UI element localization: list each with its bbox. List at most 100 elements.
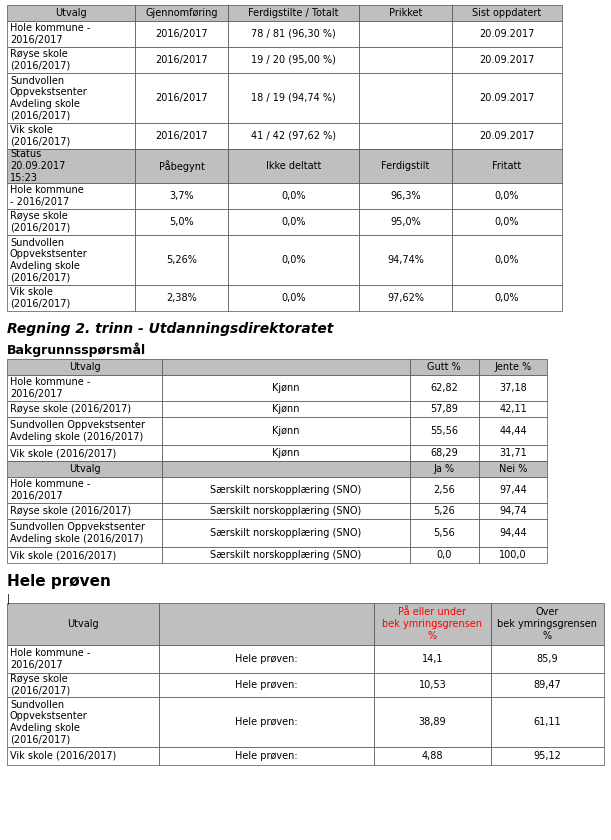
Bar (228, 47, 359, 73)
Text: 94,74: 94,74 (499, 506, 527, 516)
Bar (7, 21, 136, 47)
Text: Hole kommune
- 2016/2017: Hole kommune - 2016/2017 (10, 185, 84, 207)
Bar (491, 645, 604, 673)
Bar (359, 149, 452, 183)
Text: 3,7%: 3,7% (169, 191, 194, 201)
Text: Kjønn: Kjønn (273, 404, 300, 414)
Bar (478, 401, 547, 417)
Text: Sist oppdatert: Sist oppdatert (472, 8, 541, 18)
Bar (159, 747, 374, 765)
Bar (410, 519, 478, 547)
Bar (452, 73, 562, 123)
Bar (7, 503, 162, 519)
Text: 42,11: 42,11 (499, 404, 527, 414)
Text: Nei %: Nei % (499, 464, 527, 474)
Text: 20.09.2017: 20.09.2017 (479, 29, 535, 39)
Text: Røyse skole (2016/2017): Røyse skole (2016/2017) (10, 506, 131, 516)
Bar (452, 47, 562, 73)
Text: Utvalg: Utvalg (69, 464, 100, 474)
Text: Påbegynt: Påbegynt (159, 160, 205, 172)
Text: 89,47: 89,47 (533, 680, 561, 690)
Text: 94,44: 94,44 (499, 528, 527, 538)
Bar (374, 673, 491, 697)
Bar (228, 123, 359, 149)
Text: 0,0%: 0,0% (281, 217, 306, 227)
Bar (410, 401, 478, 417)
Bar (136, 285, 228, 311)
Bar (136, 73, 228, 123)
Bar (359, 5, 452, 21)
Text: Ikke deltatt: Ikke deltatt (266, 161, 321, 171)
Bar (478, 445, 547, 461)
Bar (478, 547, 547, 563)
Bar (162, 547, 410, 563)
Text: 41 / 42 (97,62 %): 41 / 42 (97,62 %) (251, 131, 336, 141)
Text: 10,53: 10,53 (419, 680, 446, 690)
Bar (162, 519, 410, 547)
Text: Særskilt norskopplæring (SNO): Særskilt norskopplæring (SNO) (210, 550, 362, 560)
Text: Hole kommune -
2016/2017: Hole kommune - 2016/2017 (10, 24, 90, 45)
Text: Røyse skole
(2016/2017): Røyse skole (2016/2017) (10, 211, 70, 233)
Text: Hole kommune -
2016/2017: Hole kommune - 2016/2017 (10, 479, 90, 501)
Bar (7, 285, 136, 311)
Bar (7, 123, 136, 149)
Bar (410, 445, 478, 461)
Bar (7, 747, 159, 765)
Bar (410, 417, 478, 445)
Bar (162, 359, 410, 375)
Text: Vik skole
(2016/2017): Vik skole (2016/2017) (10, 287, 70, 309)
Text: Særskilt norskopplæring (SNO): Særskilt norskopplæring (SNO) (210, 506, 362, 516)
Bar (7, 183, 136, 209)
Bar (478, 417, 547, 445)
Text: 0,0%: 0,0% (495, 191, 519, 201)
Bar (7, 359, 162, 375)
Bar (452, 149, 562, 183)
Bar (7, 375, 162, 401)
Text: 55,56: 55,56 (430, 426, 458, 436)
Text: 96,3%: 96,3% (390, 191, 421, 201)
Text: 5,56: 5,56 (433, 528, 455, 538)
Bar (478, 503, 547, 519)
Text: Særskilt norskopplæring (SNO): Særskilt norskopplæring (SNO) (210, 528, 362, 538)
Text: 20.09.2017: 20.09.2017 (479, 93, 535, 103)
Bar (7, 645, 159, 673)
Text: 31,71: 31,71 (499, 448, 527, 458)
Text: 5,0%: 5,0% (169, 217, 194, 227)
Text: Sundvollen
Oppvekstsenter
Avdeling skole
(2016/2017): Sundvollen Oppvekstsenter Avdeling skole… (10, 76, 88, 120)
Text: 0,0%: 0,0% (495, 217, 519, 227)
Text: Røyse skole
(2016/2017): Røyse skole (2016/2017) (10, 675, 70, 696)
Text: 0,0: 0,0 (437, 550, 452, 560)
Bar (228, 183, 359, 209)
Bar (374, 603, 491, 645)
Text: 2016/2017: 2016/2017 (155, 93, 208, 103)
Text: Sundvollen
Oppvekstsenter
Avdeling skole
(2016/2017): Sundvollen Oppvekstsenter Avdeling skole… (10, 238, 88, 282)
Bar (7, 417, 162, 445)
Bar (136, 5, 228, 21)
Text: Gutt %: Gutt % (428, 362, 461, 372)
Bar (491, 673, 604, 697)
Text: 2016/2017: 2016/2017 (155, 131, 208, 141)
Bar (162, 503, 410, 519)
Bar (7, 401, 162, 417)
Text: 20.09.2017: 20.09.2017 (479, 55, 535, 65)
Bar (136, 47, 228, 73)
Text: Fritatt: Fritatt (492, 161, 522, 171)
Text: Særskilt norskopplæring (SNO): Særskilt norskopplæring (SNO) (210, 485, 362, 495)
Text: 37,18: 37,18 (499, 383, 527, 393)
Bar (7, 5, 136, 21)
Text: Røyse skole
(2016/2017): Røyse skole (2016/2017) (10, 50, 70, 71)
Bar (7, 47, 136, 73)
Bar (359, 123, 452, 149)
Text: Hele prøven:: Hele prøven: (235, 654, 298, 664)
Text: 62,82: 62,82 (430, 383, 458, 393)
Text: Vik skole
(2016/2017): Vik skole (2016/2017) (10, 125, 70, 147)
Bar (136, 235, 228, 285)
Bar (228, 5, 359, 21)
Bar (228, 235, 359, 285)
Text: 94,74%: 94,74% (387, 255, 424, 265)
Text: Utvalg: Utvalg (67, 619, 99, 629)
Bar (7, 519, 162, 547)
Bar (136, 21, 228, 47)
Bar (359, 21, 452, 47)
Text: Røyse skole (2016/2017): Røyse skole (2016/2017) (10, 404, 131, 414)
